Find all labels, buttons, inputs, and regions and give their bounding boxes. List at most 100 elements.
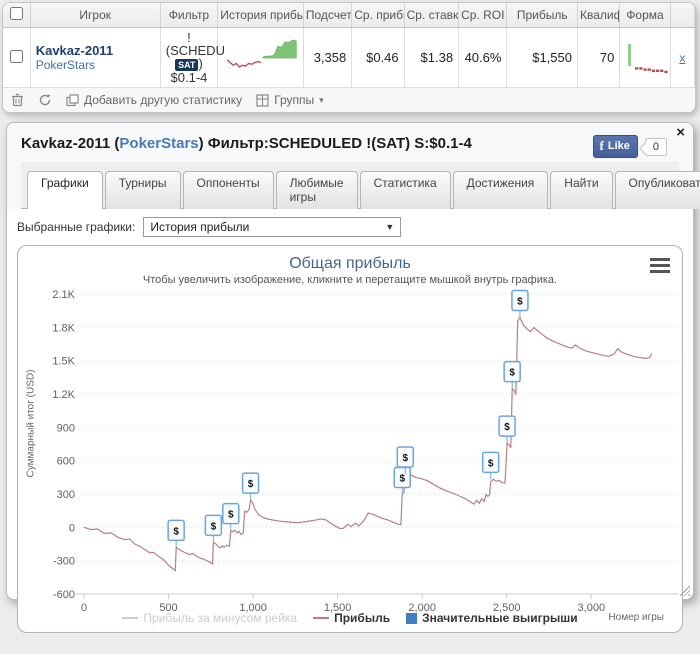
win-flag[interactable]: $ [205,515,221,542]
y-tick-label: 0 [69,522,75,534]
svg-text:$: $ [509,368,515,379]
legend-item-2[interactable]: Прибыль [313,611,390,625]
legend-swatch [406,613,417,624]
tab-3[interactable]: Оппоненты [183,171,274,209]
tab-4[interactable]: Любимые игры [276,171,358,209]
chart-select-label: Выбранные графики: [17,220,135,234]
legend-label: Значительные выигрыши [422,611,578,625]
profit-history-sparkline[interactable] [223,37,299,79]
spark-red-line [227,59,261,66]
win-flag[interactable]: $ [499,416,515,443]
facebook-logo-icon: f [600,138,604,154]
modal-tabstrip: ГрафикиТурнирыОппонентыЛюбимые игрыСтати… [21,162,679,209]
select-arrow-icon: ▼ [385,222,394,232]
win-flag[interactable]: $ [394,468,410,495]
col-filter[interactable]: Фильтр [160,3,217,28]
form-red-dash [644,68,647,70]
legend-swatch [122,617,138,619]
y-tick-label: -300 [53,556,75,568]
profit-chart-svg[interactable]: -600-30003006009001.2K1.5K1.8K2.1K05001,… [18,288,683,613]
filter-cell: ! (SCHEDU SAT) $0.1-4 [160,28,217,88]
col-qualification[interactable]: Квалиф [577,3,619,28]
tab-2[interactable]: Турниры [105,171,181,209]
table-row: Kavkaz-2011 PokerStars ! (SCHEDU SAT) $0… [3,28,695,88]
tab-6[interactable]: Достижения [453,171,549,209]
y-tick-label: 600 [57,456,75,468]
filter-line4: $0.1-4 [166,71,212,84]
groups-icon [256,94,269,107]
profit-history-cell [218,28,304,88]
add-statistic-button[interactable]: Добавить другую статистику [66,93,242,107]
chart-type-select[interactable]: История прибыли ▼ [143,217,401,237]
y-tick-label: 1.2K [52,389,75,401]
facebook-like-button[interactable]: f Like [593,135,638,158]
close-icon[interactable]: × [676,125,685,140]
win-flag[interactable]: $ [223,504,239,531]
y-tick-label: 1.5K [52,356,75,368]
svg-text:$: $ [517,297,523,308]
tab-1[interactable]: Графики [27,171,103,209]
select-all-checkbox[interactable] [10,7,23,20]
row-checkbox[interactable] [10,50,23,63]
player-site-link[interactable]: PokerStars [36,58,155,72]
profit-cell: $1,550 [507,28,578,88]
col-avg-roi[interactable]: Ср. ROI [459,3,507,28]
win-flag[interactable]: $ [512,291,528,318]
player-cell: Kavkaz-2011 PokerStars [30,28,160,88]
chart-menu-icon[interactable] [650,258,670,276]
legend-item-1[interactable]: Прибыль за минусом рейка [122,611,297,625]
facebook-widget: f Like 0 [593,135,667,158]
tab-8[interactable]: Опубликовать [615,171,700,209]
win-flag[interactable]: $ [243,473,259,500]
refresh-icon [38,93,52,107]
col-profit-history[interactable]: История прибь [218,3,304,28]
form-sparkline [625,38,669,78]
qualification-cell: 70 [577,28,619,88]
filter-line2: (SCHEDU [166,44,212,57]
svg-text:$: $ [248,479,254,490]
remove-cell: x [670,28,694,88]
trash-icon [11,93,24,107]
y-tick-label: 1.8K [52,322,75,334]
y-tick-label: 300 [57,489,75,501]
avg-roi-cell: 40.6% [459,28,507,88]
x-axis-title: Номер игры [608,612,664,623]
legend-label: Прибыль [334,611,390,625]
form-red-dash [652,69,655,71]
win-flag[interactable]: $ [483,452,499,479]
avg-profit-cell: $0.46 [352,28,404,88]
win-flag[interactable]: $ [168,520,184,547]
col-avg-profit[interactable]: Ср. прибь [352,3,404,28]
player-name-link[interactable]: Kavkaz-2011 [36,43,155,58]
svg-text:$: $ [488,458,494,469]
row-checkbox-cell [3,28,30,88]
tab-7[interactable]: Найти [550,171,612,209]
results-header-row: Игрок Фильтр История прибь Подсчет Ср. п… [3,3,695,28]
svg-text:$: $ [504,422,510,433]
refresh-button[interactable] [38,93,52,107]
col-avg-stake[interactable]: Ср. ставк: [404,3,458,28]
tab-5[interactable]: Статистика [360,171,451,209]
player-stats-modal: × Kavkaz-2011 (PokerStars) Фильтр:SCHEDU… [6,122,694,600]
count-cell: 3,358 [303,28,351,88]
y-axis-title: Суммарный итог (USD) [26,359,37,489]
col-count[interactable]: Подсчет [303,3,351,28]
modal-title: Kavkaz-2011 (PokerStars) Фильтр:SCHEDULE… [21,135,679,152]
delete-button[interactable] [11,93,24,107]
modal-title-site[interactable]: PokerStars [119,135,198,152]
legend-label: Прибыль за минусом рейка [143,611,297,625]
y-tick-label: -600 [53,589,75,601]
chart-select-value: История прибыли [150,220,249,234]
select-all-checkbox-cell [3,3,30,28]
col-form[interactable]: Форма [620,3,670,28]
svg-text:$: $ [173,526,179,537]
remove-row-link[interactable]: x [676,51,689,65]
win-flag[interactable]: $ [504,362,520,389]
groups-button[interactable]: Группы ▾ [256,93,324,107]
form-red-dash [648,68,651,70]
col-profit[interactable]: Прибыль [507,3,578,28]
legend-item-3[interactable]: Значительные выигрыши [406,611,578,625]
form-red-dash [635,67,638,69]
col-player[interactable]: Игрок [30,3,160,28]
form-red-dash [640,67,643,69]
